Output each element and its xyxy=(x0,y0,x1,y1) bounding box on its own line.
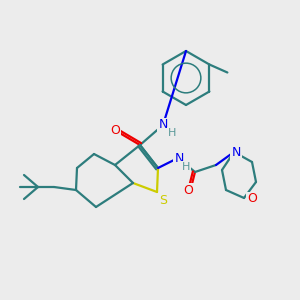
Text: H: H xyxy=(182,162,190,172)
Text: S: S xyxy=(159,194,167,206)
Text: N: N xyxy=(231,146,241,158)
Text: O: O xyxy=(247,193,257,206)
Text: H: H xyxy=(168,128,176,138)
Text: N: N xyxy=(174,152,184,164)
Text: O: O xyxy=(110,124,120,137)
Text: N: N xyxy=(158,118,168,131)
Text: O: O xyxy=(183,184,193,196)
